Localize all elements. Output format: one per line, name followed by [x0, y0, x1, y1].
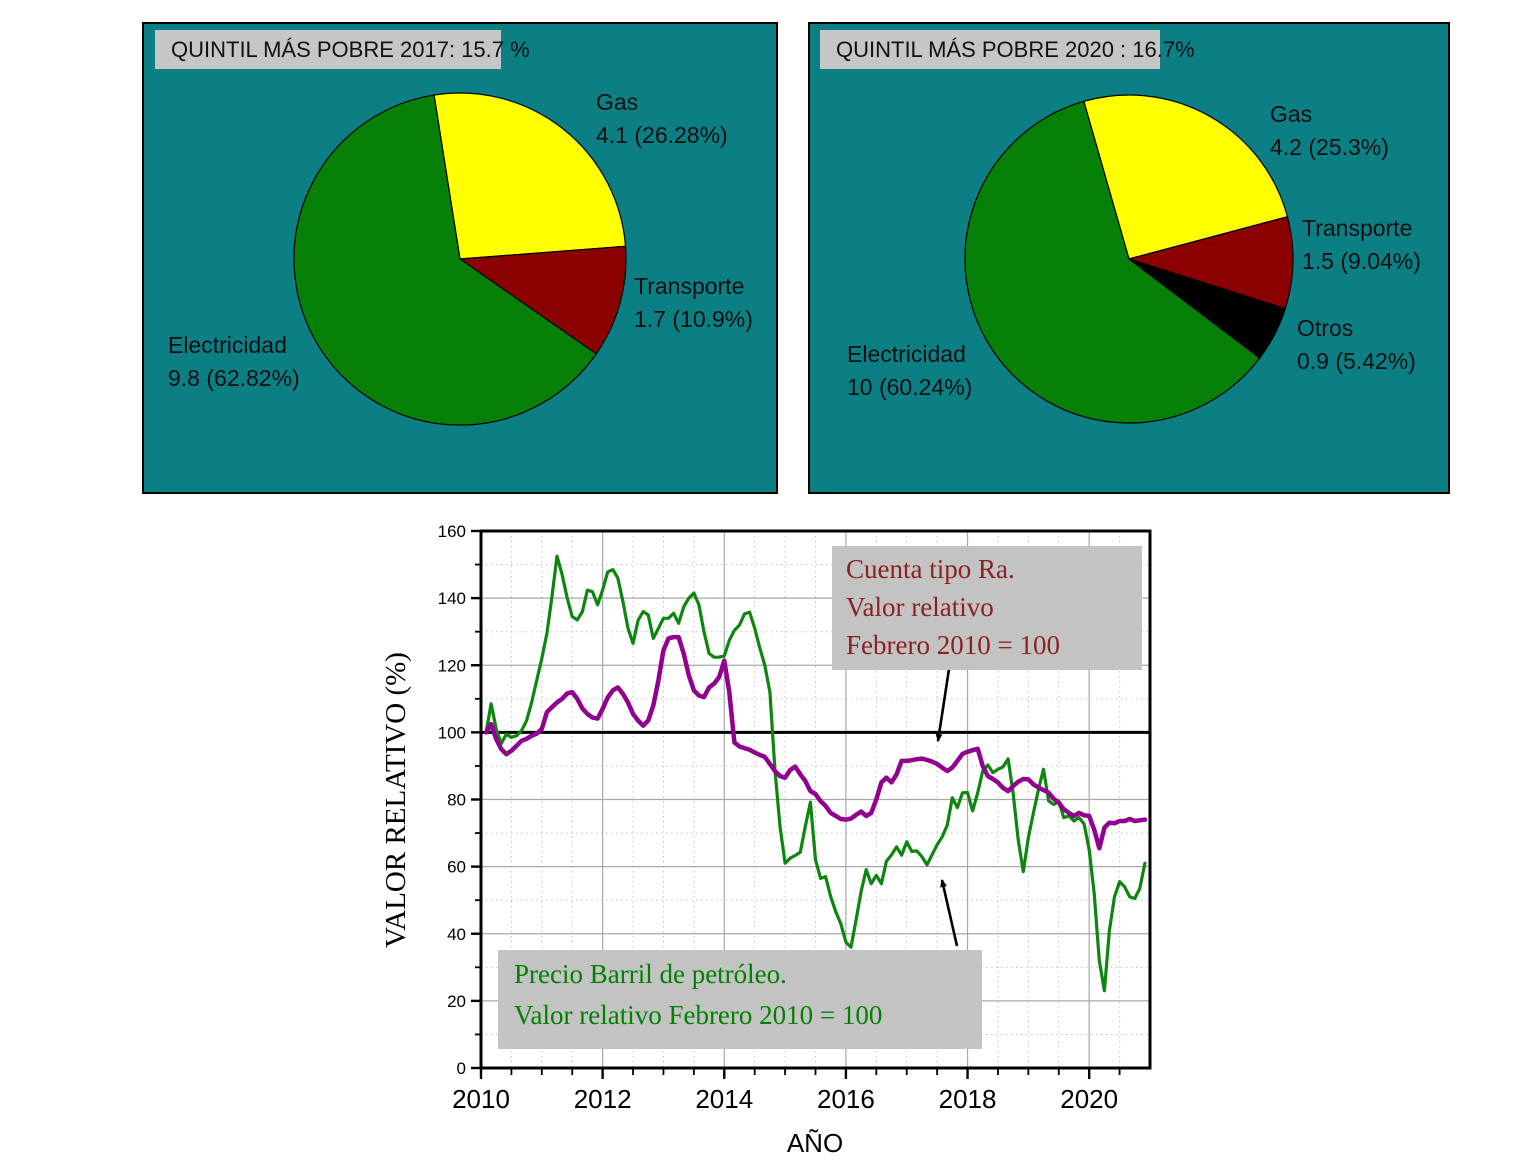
- pie2020-label-electricidad: Electricidad 10 (60.24%): [847, 338, 972, 404]
- pie2020-label-gas: Gas 4.2 (25.3%): [1270, 98, 1389, 164]
- pie-slice-gas: [1083, 94, 1289, 260]
- y-tick-label: 20: [447, 992, 466, 1011]
- oil-price-line: [484, 554, 1147, 993]
- slice-name: Transporte: [1302, 215, 1413, 241]
- slice-value: 1.7 (10.9%): [634, 306, 753, 332]
- pie-slice-electricidad: [293, 94, 598, 426]
- arrow-to-cuenta-line: [935, 668, 951, 742]
- pie-chart-2020: [964, 94, 1294, 424]
- pie-slice-gas: [433, 92, 627, 260]
- slice-value: 9.8 (62.82%): [168, 365, 300, 391]
- y-axis-label: VALOR RELATIVO (%): [380, 652, 412, 948]
- x-tick-label: 2020: [1060, 1084, 1118, 1114]
- pie2017-label-electricidad: Electricidad 9.8 (62.82%): [168, 329, 300, 395]
- annotation-line: Precio Barril de petróleo.: [514, 959, 787, 989]
- cuenta-line: [483, 634, 1148, 851]
- x-axis-label: AÑO: [786, 1128, 844, 1158]
- pie-panel-2017: QUINTIL MÁS POBRE 2017: 15.7 % Gas 4.1 (…: [142, 22, 778, 494]
- annotation-box-petroleo: Precio Barril de petróleo. Valor relativ…: [498, 950, 982, 1049]
- y-tick-label: 80: [447, 791, 466, 810]
- slice-value: 4.1 (26.28%): [596, 122, 728, 148]
- slice-value: 1.5 (9.04%): [1302, 248, 1421, 274]
- pie-chart-2017: [293, 92, 627, 426]
- pie-slice-electricidad: [964, 100, 1261, 424]
- y-tick-label: 0: [457, 1059, 466, 1078]
- y-tick-label: 60: [447, 858, 466, 877]
- annotation-line: Febrero 2010 = 100: [846, 630, 1060, 660]
- arrow-to-oil-line: [940, 879, 959, 947]
- annotation-line: Valor relativo Febrero 2010 = 100: [514, 1000, 883, 1030]
- annotation-line: Cuenta tipo Ra.: [846, 554, 1015, 584]
- slice-name: Gas: [1270, 101, 1313, 127]
- x-tick-label: 2010: [452, 1084, 510, 1114]
- pie-title-2017: QUINTIL MÁS POBRE 2017: 15.7 %: [155, 30, 530, 69]
- annotation-line: Valor relativo: [846, 592, 994, 622]
- pie-slice-transporte: [458, 245, 627, 355]
- pie2017-label-gas: Gas 4.1 (26.28%): [596, 86, 728, 152]
- y-tick-label: 160: [438, 522, 466, 541]
- slice-value: 4.2 (25.3%): [1270, 134, 1389, 160]
- annotation-box-cuenta: Cuenta tipo Ra. Valor relativo Febrero 2…: [832, 546, 1142, 670]
- slice-name: Transporte: [634, 273, 745, 299]
- x-tick-label: 2018: [939, 1084, 997, 1114]
- pie2020-label-transporte: Transporte 1.5 (9.04%): [1302, 212, 1421, 278]
- y-tick-label: 100: [438, 723, 466, 742]
- slice-name: Electricidad: [847, 341, 966, 367]
- pie2020-label-otros: Otros 0.9 (5.42%): [1297, 312, 1416, 378]
- y-tick-label: 120: [438, 656, 466, 675]
- slice-name: Electricidad: [168, 332, 287, 358]
- pie-slice-transporte: [1126, 216, 1294, 310]
- y-tick-label: 140: [438, 589, 466, 608]
- slice-name: Otros: [1297, 315, 1354, 341]
- y-tick-label: 40: [447, 925, 466, 944]
- x-tick-label: 2016: [817, 1084, 875, 1114]
- x-tick-label: 2012: [574, 1084, 632, 1114]
- slice-name: Gas: [596, 89, 639, 115]
- x-tick-label: 2014: [695, 1084, 753, 1114]
- pie-title-2020: QUINTIL MÁS POBRE 2020 : 16.7%: [820, 30, 1195, 69]
- line-chart: 0 20 40 60 80 100 120 140 160 2010 2012 2014 2016 201…: [438, 522, 1152, 1114]
- pie2017-label-transporte: Transporte 1.7 (10.9%): [634, 270, 753, 336]
- slice-value: 10 (60.24%): [847, 374, 973, 400]
- pie-panel-2020: QUINTIL MÁS POBRE 2020 : 16.7% Gas 4.2 (…: [808, 22, 1450, 494]
- slice-value: 0.9 (5.42%): [1297, 348, 1416, 374]
